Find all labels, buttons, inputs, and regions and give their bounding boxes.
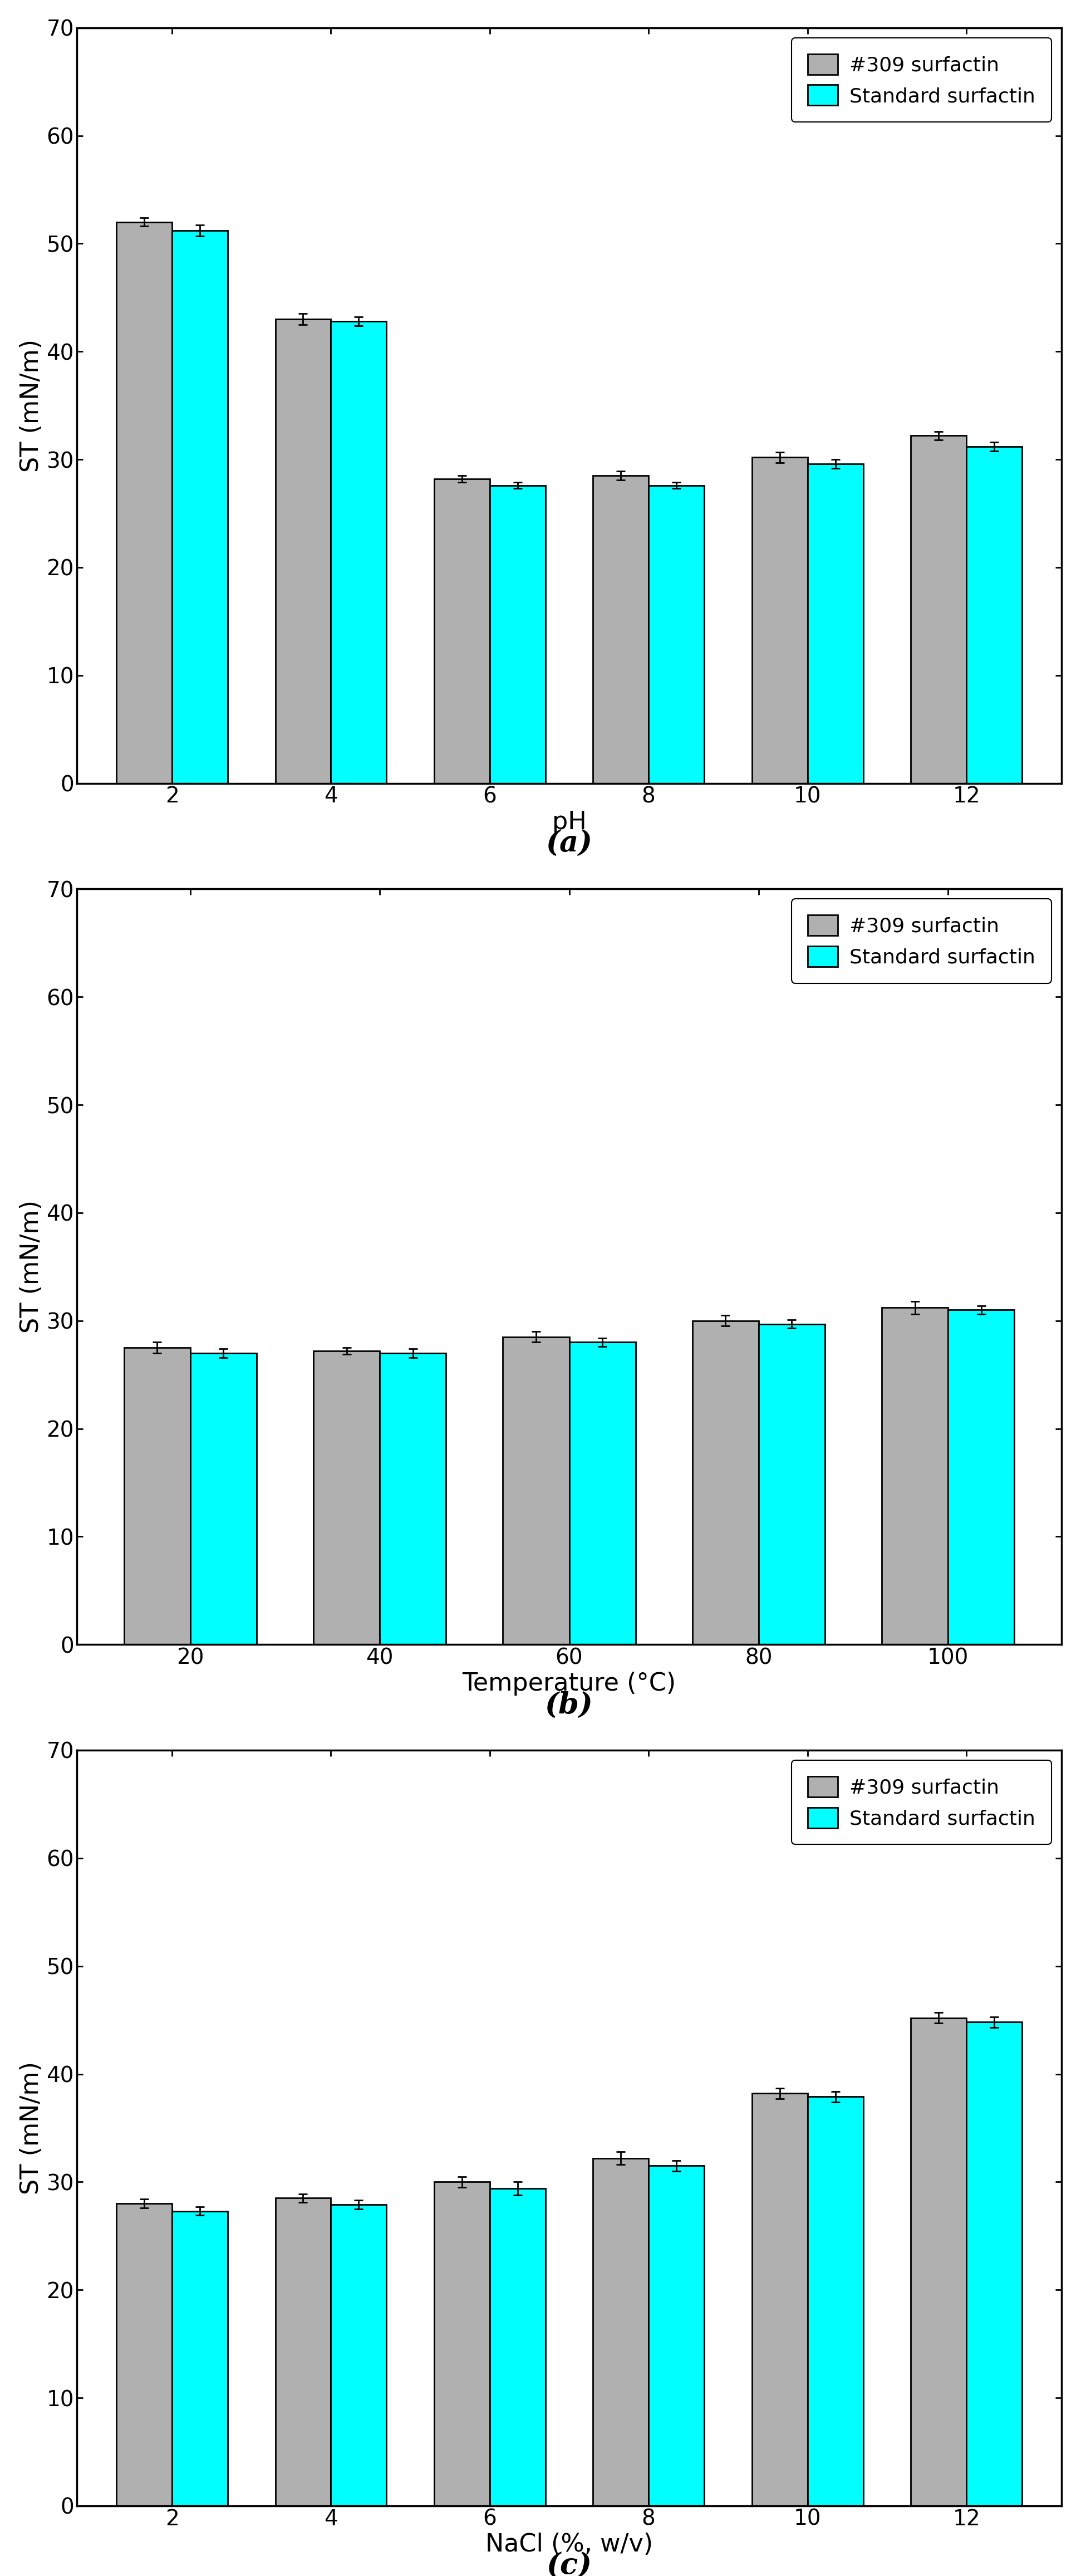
Bar: [490, 2190, 545, 2506]
Bar: [593, 477, 649, 783]
X-axis label: NaCl (%, w/v): NaCl (%, w/v): [485, 2532, 653, 2555]
Bar: [117, 2202, 172, 2506]
Bar: [692, 1321, 759, 1643]
Bar: [190, 1352, 256, 1643]
Text: (c): (c): [546, 2553, 592, 2576]
X-axis label: pH: pH: [552, 811, 586, 835]
Text: (a): (a): [546, 829, 592, 858]
Bar: [331, 322, 387, 783]
Bar: [882, 1309, 948, 1643]
Bar: [966, 2022, 1022, 2506]
Bar: [808, 2097, 863, 2506]
Bar: [649, 2166, 704, 2506]
Bar: [490, 484, 545, 783]
Bar: [276, 319, 331, 783]
Bar: [759, 1324, 825, 1643]
Bar: [649, 484, 704, 783]
Bar: [948, 1311, 1014, 1643]
X-axis label: Temperature (°C): Temperature (°C): [463, 1672, 676, 1695]
Y-axis label: ST (mN/m): ST (mN/m): [19, 1200, 43, 1334]
Bar: [752, 2094, 808, 2506]
Bar: [172, 2210, 228, 2506]
Bar: [435, 479, 490, 783]
Bar: [331, 2205, 387, 2506]
Bar: [313, 1350, 379, 1643]
Bar: [117, 222, 172, 783]
Bar: [124, 1347, 190, 1643]
Bar: [808, 464, 863, 783]
Y-axis label: ST (mN/m): ST (mN/m): [19, 2061, 43, 2195]
Legend: #309 surfactin, Standard surfactin: #309 surfactin, Standard surfactin: [791, 899, 1052, 984]
Bar: [911, 435, 966, 783]
Bar: [570, 1342, 636, 1643]
Bar: [379, 1352, 446, 1643]
Bar: [435, 2182, 490, 2506]
Bar: [911, 2017, 966, 2506]
Text: (b): (b): [545, 1690, 593, 1718]
Legend: #309 surfactin, Standard surfactin: #309 surfactin, Standard surfactin: [791, 1759, 1052, 1844]
Bar: [966, 446, 1022, 783]
Bar: [593, 2159, 649, 2506]
Bar: [752, 459, 808, 783]
Y-axis label: ST (mN/m): ST (mN/m): [19, 340, 43, 471]
Bar: [503, 1337, 570, 1643]
Bar: [172, 232, 228, 783]
Bar: [276, 2197, 331, 2506]
Legend: #309 surfactin, Standard surfactin: #309 surfactin, Standard surfactin: [791, 39, 1052, 121]
